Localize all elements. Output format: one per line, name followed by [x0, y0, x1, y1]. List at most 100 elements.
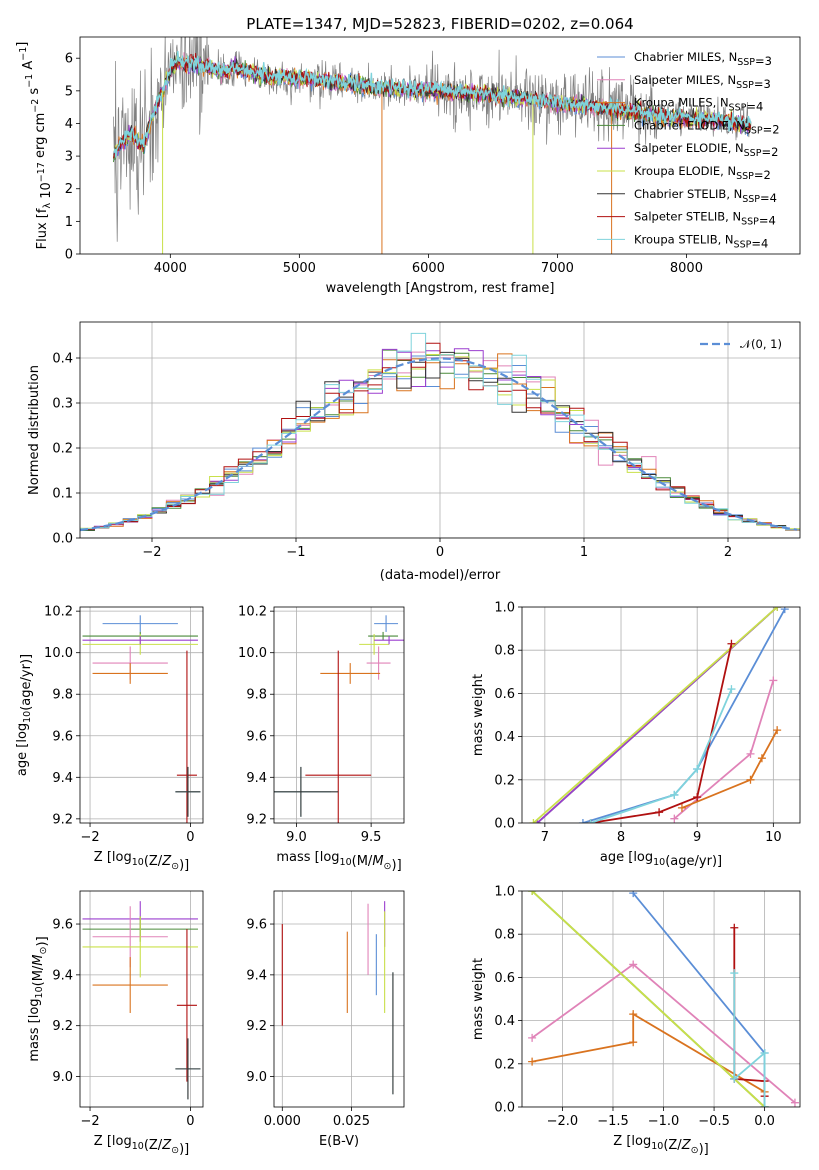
data-point [760, 1049, 769, 1057]
x-axis-label: Z [log10(Z/Z⊙)] [613, 1134, 708, 1157]
y-tick-label: 6 [65, 52, 73, 67]
x-axis-label: Z [log10(Z/Z⊙)] [94, 1134, 189, 1157]
axes-frame [273, 890, 405, 1108]
legend-entry: Salpeter STELIB, NSSP=4 [634, 210, 776, 228]
y-tick-label: 9.6 [246, 729, 267, 744]
legend-entry: Chabrier ELODIE, NSSP=2 [634, 118, 780, 136]
y-tick-label: 10.0 [238, 646, 267, 661]
y-axis-label: Normed distribution [27, 365, 42, 495]
y-tick-label: 0.3 [52, 397, 73, 412]
series-kroupa-elodie [532, 607, 778, 823]
y-tick-label: 0 [65, 248, 73, 263]
data-point [629, 891, 638, 898]
x-tick-label: 4000 [154, 261, 187, 276]
y-tick-label: 0.4 [52, 352, 73, 367]
legend-entry: Chabrier STELIB, NSSP=4 [634, 187, 777, 205]
y-tick-label: 0.4 [494, 1014, 515, 1029]
y-tick-label: 1.0 [494, 885, 515, 900]
x-tick-label: 6000 [412, 261, 445, 276]
data-point [670, 790, 679, 799]
data-point [677, 803, 686, 812]
y-tick-label: 9.8 [52, 688, 73, 703]
y-tick-label: 9.4 [52, 968, 73, 983]
data-point [730, 1074, 739, 1083]
axes-frame [79, 36, 801, 255]
legend-entry: Kroupa ELODIE, NSSP=2 [634, 164, 771, 182]
series-kroupa-elodie [531, 891, 766, 1107]
y-tick-label: 9.6 [52, 918, 73, 933]
series-kroupa-miles [681, 729, 778, 809]
y-tick-label: 9.6 [246, 918, 267, 933]
y-tick-label: 9.8 [246, 688, 267, 703]
y-tick-label: 10.0 [44, 646, 73, 661]
model-spectrum-kroupa-stelib [113, 51, 752, 158]
x-tick-label: 1 [580, 545, 588, 560]
age_vs_mass-panel: 9.0 9.5 9.2 9.4 9.6 9.8 10.0 10.2 mass [log10(M/… [238, 605, 405, 873]
data-point [757, 754, 766, 763]
x-axis-label: Z [log10(Z/Z⊙)] [94, 850, 189, 873]
data-point [693, 793, 702, 802]
y-axis-label: mass [log10(M/M⊙)] [27, 936, 50, 1061]
normal-curve [80, 357, 798, 532]
legend-entry: Salpeter ELODIE, NSSP=2 [634, 141, 778, 159]
x-tick-label: −2 [142, 545, 161, 560]
y-tick-label: 0.6 [494, 687, 515, 702]
x-tick-label: 7000 [541, 261, 574, 276]
x-tick-label: −1.0 [648, 1114, 680, 1129]
y-tick-label: 9.6 [52, 729, 73, 744]
data-point [586, 819, 595, 823]
data-point [773, 607, 782, 611]
x-tick-label: 8 [617, 830, 625, 845]
series-chabrier-miles [582, 608, 786, 823]
data-point [773, 726, 782, 735]
y-axis-label: age [log10(age/yr)] [15, 654, 34, 776]
y-tick-label: 0.2 [52, 442, 73, 457]
legend-entry: Salpeter MILES, NSSP=3 [634, 73, 771, 91]
data-point [730, 923, 739, 932]
axes-frame [79, 321, 801, 539]
x-axis-label: (data-model)/error [380, 568, 501, 583]
data-point [529, 819, 538, 823]
y-tick-label: 0.8 [494, 928, 515, 943]
legend-entry: Kroupa STELIB, NSSP=4 [634, 232, 768, 250]
weight_vs_Z-plot-area [522, 891, 800, 1107]
data-point [730, 969, 739, 978]
series-salpeter-stelib [590, 643, 733, 823]
age_vs_Z-plot-area [80, 607, 203, 823]
residuals-plot-area [80, 322, 800, 538]
legend-entry: Kroupa MILES, NSSP=4 [634, 96, 763, 114]
data-point [746, 749, 755, 758]
y-tick-label: 4 [65, 117, 73, 132]
y-tick-label: 9.4 [246, 968, 267, 983]
y-tick-label: 9.4 [246, 771, 267, 786]
y-tick-label: 9.2 [52, 812, 73, 827]
y-tick-label: 9.2 [52, 1019, 73, 1034]
x-tick-label: 9.0 [286, 830, 307, 845]
y-tick-label: 10.2 [238, 605, 267, 620]
y-tick-label: 1.0 [494, 601, 515, 616]
y-tick-label: 0.0 [494, 1101, 515, 1116]
histogram-salpeter-stelib [80, 342, 800, 531]
x-tick-label: 0.000 [264, 1114, 301, 1129]
data-point [670, 814, 679, 823]
series-salpeter-stelib [733, 927, 766, 1097]
data-point [693, 765, 702, 773]
x-axis-label: wavelength [Angstrom, rest frame] [326, 281, 555, 296]
x-tick-label: −2 [80, 830, 99, 845]
age_vs_Z-panel: −2 0 9.2 9.4 9.6 9.8 10.0 10.2 Z [log10(Z/Z⊙)] ag… [15, 605, 204, 873]
figure-title: PLATE=1347, MJD=52823, FIBERID=0202, z=0… [246, 15, 633, 33]
y-tick-label: 9.2 [246, 1019, 267, 1034]
weight_vs_Z-panel: −2.0 −1.5 −1.0 −0.5 0.0 0.0 0.2 0.4 0.6 0.8 1.0 Z [… [471, 885, 801, 1157]
series-kroupa-stelib [590, 688, 733, 823]
x-tick-label: 5000 [283, 261, 316, 276]
x-tick-label: 9.5 [361, 830, 382, 845]
data-point [578, 819, 587, 823]
data-point [528, 1057, 537, 1066]
x-tick-label: −0.5 [698, 1114, 730, 1129]
y-tick-label: 0.2 [494, 1057, 515, 1072]
axes-frame [521, 890, 801, 1108]
y-tick-label: 0.8 [494, 644, 515, 659]
mass_vs_ebv-panel: 0.000 0.025 9.0 9.2 9.4 9.6 E(B-V) [246, 890, 405, 1149]
data-point [629, 1010, 638, 1019]
